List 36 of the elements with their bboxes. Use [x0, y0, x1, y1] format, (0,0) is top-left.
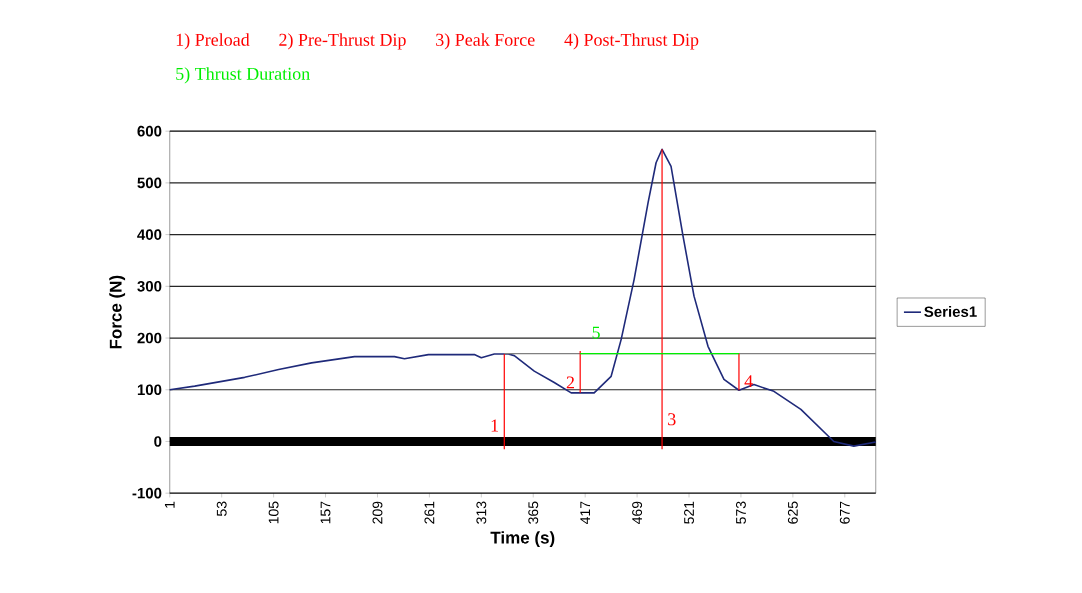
text: 5) Thrust Duration [176, 67, 310, 84]
y-tick-label: 200 [137, 332, 162, 344]
x-tick-label: 105 [268, 501, 279, 524]
series-label: 4 [744, 375, 753, 388]
text: 3) Peak Force [436, 33, 535, 50]
x-tick-label: 521 [684, 501, 694, 524]
text: 2) Pre-Thrust Dip [279, 33, 406, 50]
x-tick-label: 1 [164, 501, 175, 508]
text: 1) Preload [176, 33, 250, 50]
x-tick-label: 677 [839, 501, 850, 524]
x-tick-label: 417 [580, 501, 590, 525]
series-label: 2 [566, 376, 574, 389]
y-tick-label: 400 [137, 229, 162, 240]
series-label: 1 [491, 419, 499, 432]
x-axis-title: Time (s) [490, 531, 555, 548]
text: 4) Post-Thrust Dip [564, 33, 699, 50]
y-tick-label: 300 [137, 281, 162, 292]
x-tick-label: 261 [424, 501, 435, 524]
x-tick-label: 573 [735, 501, 746, 524]
y-axis-title: Force (N) [109, 275, 126, 349]
x-tick-label: 625 [787, 501, 798, 524]
x-tick-label: 209 [372, 501, 383, 524]
y-tick-label: 600 [137, 125, 162, 137]
series-label: 5 [592, 326, 600, 339]
x-tick-label: 53 [216, 501, 227, 516]
y-tick-label: -100 [132, 487, 162, 499]
legend-label: Series1 [924, 306, 977, 318]
x-tick-label: 469 [632, 501, 643, 525]
line-series [168, 148, 877, 447]
series-label: 3 [668, 413, 676, 426]
x-tick-label: 157 [320, 501, 331, 524]
x-tick-label: 313 [476, 501, 487, 524]
x-tick-label: 365 [528, 501, 539, 524]
y-tick-label: 0 [154, 436, 162, 447]
y-tick-label: 100 [137, 384, 162, 396]
y-tick-label: 500 [137, 177, 162, 189]
